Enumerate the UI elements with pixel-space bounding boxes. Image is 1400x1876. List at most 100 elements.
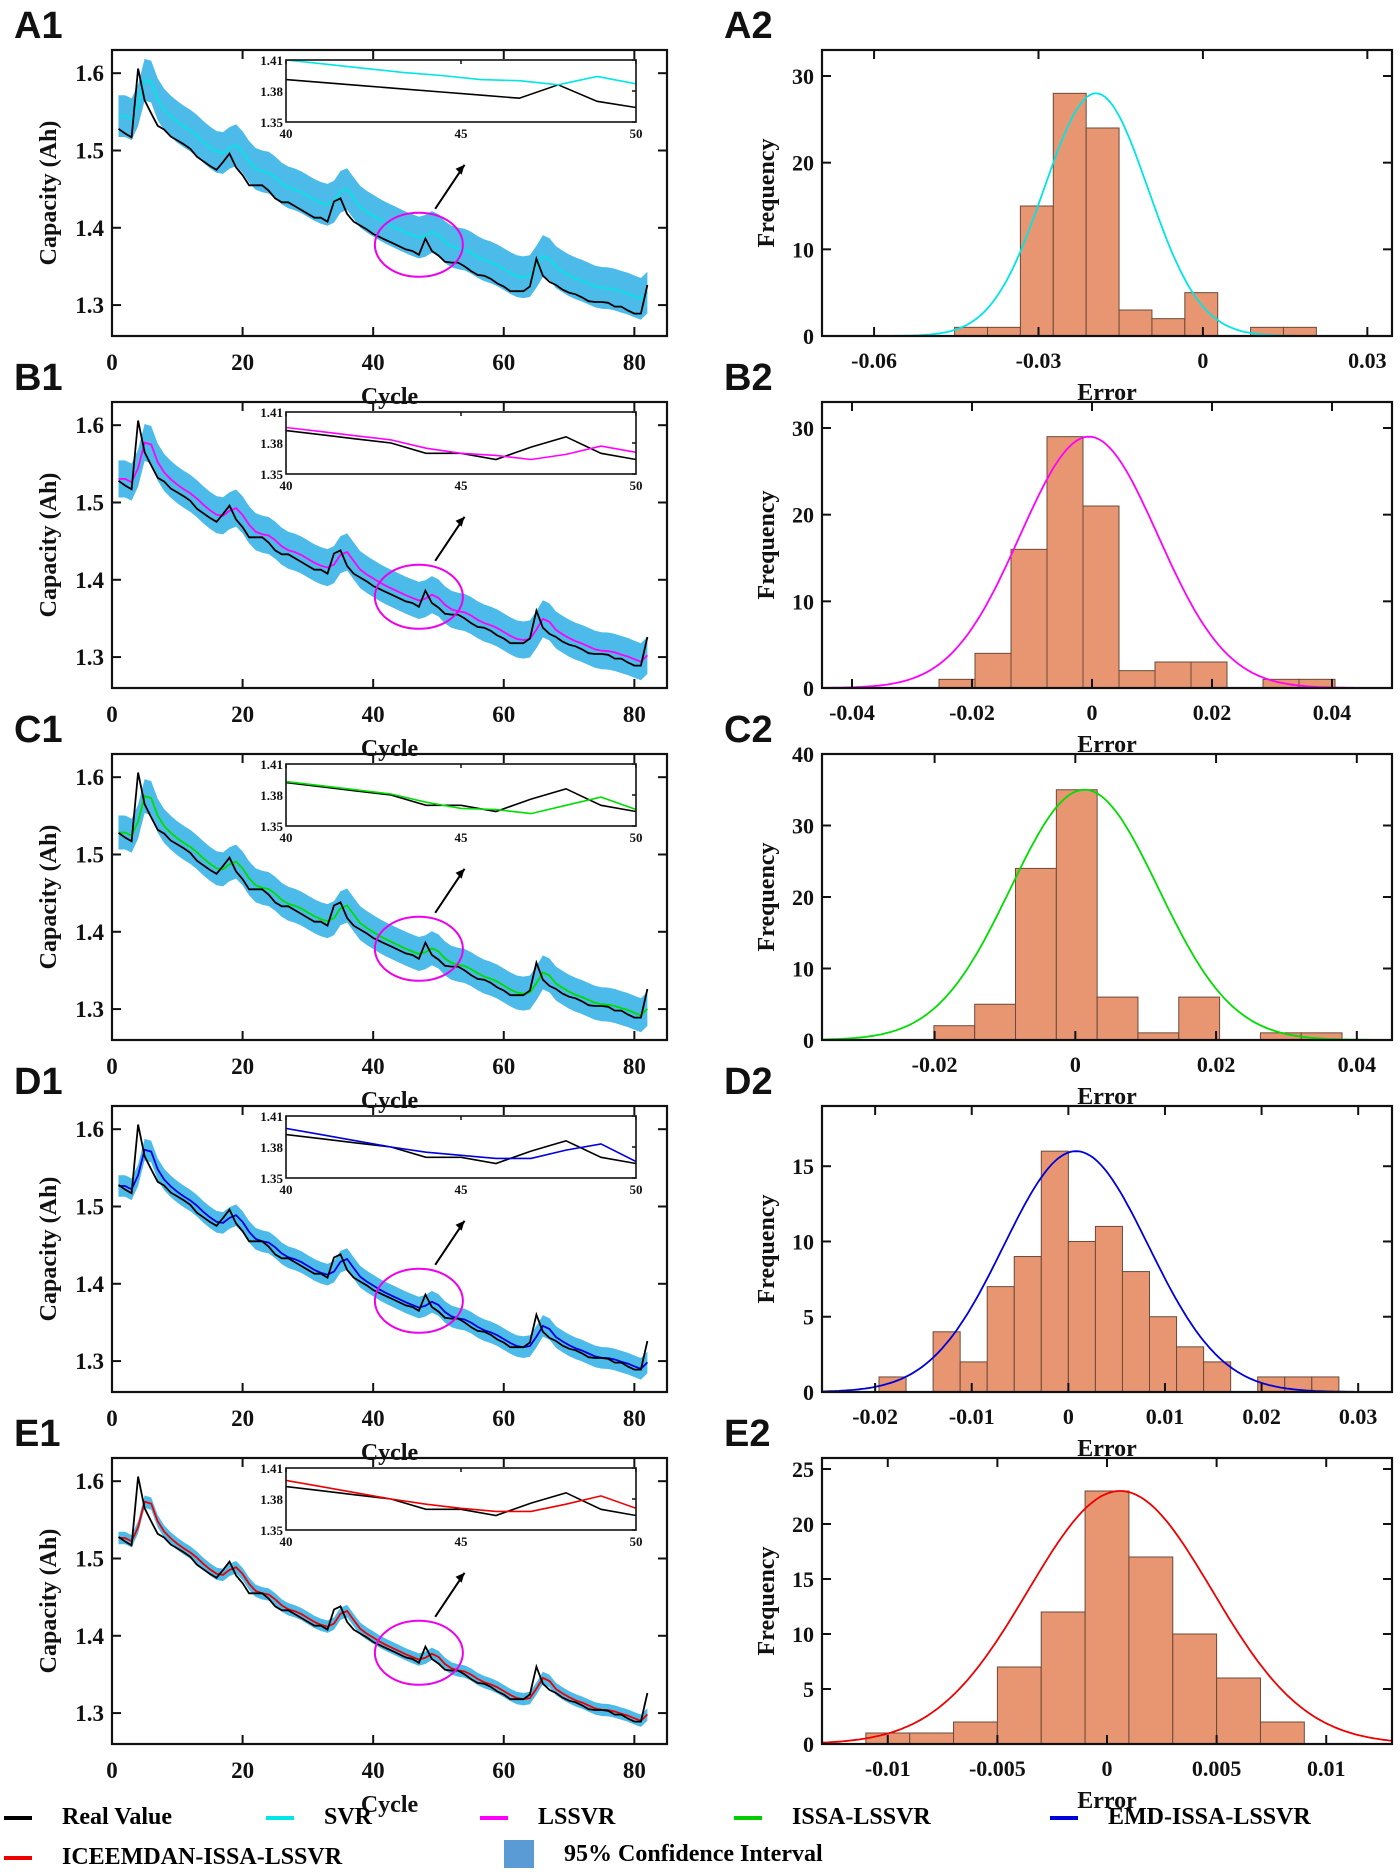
series-line-real-value — [117, 420, 649, 667]
x-axis-label: Cycle — [361, 736, 419, 762]
x-tick-label: 80 — [623, 350, 646, 375]
histogram-bar — [1082, 505, 1120, 688]
x-tick-label: 0 — [1087, 700, 1098, 725]
y-tick-label: 1.5 — [75, 138, 104, 163]
x-tick-label: -0.06 — [851, 348, 897, 373]
legend-label: 95% Confidence Interval — [564, 1840, 823, 1867]
plot-frame — [820, 400, 1394, 690]
histogram-bar — [987, 326, 1021, 336]
inset-chart: 40 45 50 1.35 1.38 1.41 — [260, 53, 642, 141]
x-tick-label: 40 — [362, 702, 385, 727]
x-tick-label: -0.02 — [912, 1052, 958, 1077]
y-tick-label: 10 — [792, 237, 814, 262]
x-tick-label: 0 — [106, 1054, 118, 1079]
legend-label: ISSA-LSSVR — [792, 1804, 931, 1830]
series-line-issa-lssvr — [118, 794, 649, 1017]
series-line-real-value — [117, 1476, 649, 1723]
inset-background — [286, 412, 636, 474]
x-tick-label: 0 — [1102, 1756, 1113, 1781]
inset-x-tick-label: 50 — [630, 1182, 643, 1197]
confidence-band — [118, 58, 648, 320]
inset-y-tick-label: 1.41 — [260, 405, 283, 420]
histogram-bar — [932, 1331, 961, 1392]
inset-y-tick-label: 1.35 — [260, 1171, 283, 1186]
inset-line-model — [286, 60, 636, 86]
x-tick-label: 20 — [231, 1054, 254, 1079]
plot-area — [117, 420, 649, 681]
x-tick-label: 20 — [231, 1406, 254, 1431]
histogram-bar — [974, 652, 1012, 688]
x-tick-label: -0.04 — [829, 700, 875, 725]
y-tick-label: 1.6 — [75, 765, 104, 790]
histogram-bar — [1203, 1361, 1232, 1392]
histogram-bar — [1128, 1556, 1174, 1744]
histogram-bar — [1259, 1721, 1305, 1744]
panel-label: E1 — [14, 1413, 60, 1455]
y-tick-label: 1.3 — [75, 997, 104, 1022]
inset-x-tick-label: 40 — [280, 1534, 293, 1549]
inset-y-tick-label: 1.41 — [260, 1461, 283, 1476]
legend-label: Real Value — [62, 1804, 173, 1830]
y-axis-label: Frequency — [754, 1195, 780, 1304]
x-tick-label: 60 — [492, 1054, 515, 1079]
x-tick-label: 60 — [492, 1758, 515, 1783]
histogram-bar — [1055, 789, 1098, 1040]
y-tick-label: 30 — [792, 416, 814, 441]
inset-y-tick-label: 1.35 — [260, 467, 283, 482]
inset-x-tick-label: 40 — [280, 126, 293, 141]
x-tick-label: 20 — [231, 702, 254, 727]
confidence-band — [118, 779, 648, 1033]
histogram-bar — [1084, 1490, 1130, 1744]
normal-fit-curve — [822, 788, 1392, 1040]
y-tick-label: 30 — [792, 814, 814, 839]
x-tick-label: 80 — [623, 702, 646, 727]
y-tick-label: 40 — [792, 742, 814, 767]
plot-frame — [820, 1104, 1394, 1394]
y-tick-label: 1.3 — [75, 1349, 104, 1374]
legend-swatch — [266, 1815, 294, 1820]
plot-area — [822, 435, 1392, 688]
inset-y-tick-label: 1.41 — [260, 757, 283, 772]
y-tick-label: 1.6 — [75, 413, 104, 438]
x-axis-label: Cycle — [361, 384, 419, 410]
inset-x-tick-label: 45 — [455, 126, 469, 141]
histogram-bar — [1282, 326, 1317, 336]
panel-label: A2 — [724, 5, 773, 47]
inset-x-tick-label: 40 — [280, 478, 293, 493]
inset-plot-area — [286, 780, 636, 815]
y-tick-label: 25 — [792, 1457, 814, 1482]
inset-line-model — [286, 1127, 636, 1163]
legend-item-issa-lssvr: ISSA-LSSVR — [734, 1804, 931, 1831]
inset-y-tick-label: 1.38 — [260, 1492, 283, 1507]
y-tick-label: 20 — [792, 1512, 814, 1537]
y-tick-label: 1.4 — [75, 568, 104, 593]
x-tick-label: 0.04 — [1338, 1052, 1377, 1077]
plot-frame — [110, 400, 669, 690]
y-axis-label: Frequency — [754, 491, 780, 600]
plot-area — [117, 58, 649, 320]
x-tick-label: 60 — [492, 702, 515, 727]
x-tick-label: 0.005 — [1192, 1756, 1242, 1781]
legend-label: EMD-ISSA-LSSVR — [1108, 1804, 1311, 1830]
y-tick-label: 30 — [792, 64, 814, 89]
x-tick-label: 0 — [106, 1758, 118, 1783]
x-tick-label: 0 — [106, 702, 118, 727]
inset-line-model — [286, 1479, 636, 1513]
inset-x-tick-label: 40 — [280, 1182, 293, 1197]
plot-area — [822, 1490, 1392, 1744]
legend-item-real-value: Real Value — [4, 1804, 172, 1831]
legend-item-confidence-interval: 95% Confidence Interval — [504, 1840, 823, 1868]
x-tick-label: -0.01 — [949, 1404, 995, 1429]
x-tick-label: -0.02 — [949, 700, 995, 725]
y-tick-label: 20 — [792, 151, 814, 176]
histogram-bar — [1085, 127, 1120, 336]
histogram-bar — [1015, 867, 1057, 1040]
panel-e2: E2 -0.01 -0.005 0 0.005 0.01 0 5 10 15 20 25 Error Fr… — [724, 1413, 1394, 1814]
histogram-bar — [1121, 1271, 1151, 1392]
y-tick-label: 15 — [792, 1154, 814, 1179]
panel-e1: E1 0 20 40 60 80 1.3 1.4 1.5 1.6 Cycle Capacity (Ah… — [14, 1413, 669, 1818]
x-tick-label: 20 — [231, 1758, 254, 1783]
plot-area — [117, 1124, 649, 1380]
inset-line-model — [286, 780, 636, 815]
